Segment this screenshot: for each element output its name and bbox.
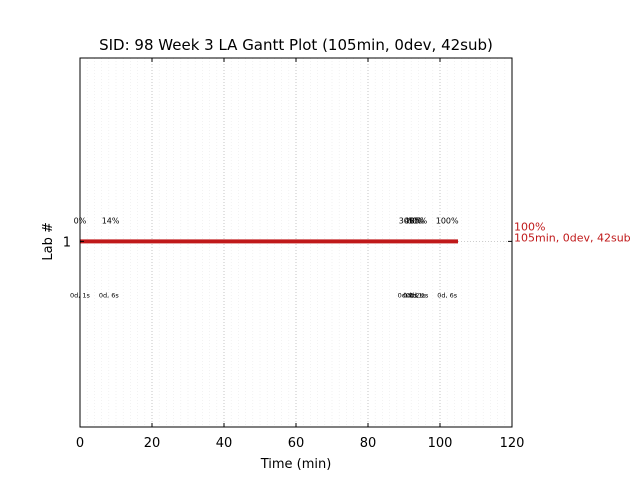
annotation-percent: 60%: [407, 216, 425, 225]
y-axis-label: Lab #: [41, 222, 56, 261]
chart-title: SID: 98 Week 3 LA Gantt Plot (105min, 0d…: [99, 36, 493, 54]
gantt-bar: [80, 239, 458, 244]
x-tick-label: 100: [428, 436, 453, 451]
x-tick-label: 20: [144, 436, 161, 451]
annotation-percent: 85%: [410, 216, 428, 225]
bar-end-label-percent: 100%: [514, 220, 545, 233]
x-tick-label: 80: [360, 436, 377, 451]
x-tick-label: 40: [216, 436, 233, 451]
annotation-percent: 40%: [404, 216, 422, 225]
y-axis-ticks: 1: [63, 235, 512, 250]
annotation-percent: 100%: [436, 216, 459, 225]
annotation-duration: 0d, 1s: [398, 291, 419, 299]
annotation-duration: 0d, 1s: [406, 291, 427, 299]
bar-end-label-summary: 105min, 0dev, 42sub: [514, 231, 631, 244]
annotations: 0% 14% 30%40%60%85% 100%0d, 1s 0d, 6s 0d, 1s0…: [70, 216, 459, 299]
annotation-duration: 0d, 6s: [437, 291, 458, 299]
annotation-duration: 0d, 1s: [408, 291, 429, 299]
x-tick-label: 0: [76, 436, 84, 451]
bars: 100%105min, 0dev, 42sub: [80, 220, 631, 244]
x-tick-label: 120: [500, 436, 525, 451]
y-tick-label: 1: [63, 235, 71, 250]
annotation-duration: 0d, 6s: [99, 291, 120, 299]
x-tick-label: 60: [288, 436, 305, 451]
annotation-percent: 14%: [102, 216, 120, 225]
x-axis-label: Time (min): [260, 457, 332, 472]
x-axis-ticks: 0 20 40 60 80 100 120: [76, 58, 525, 451]
annotation-duration: 0d, 2s: [403, 291, 424, 299]
annotation-percent: 30%: [399, 216, 417, 225]
